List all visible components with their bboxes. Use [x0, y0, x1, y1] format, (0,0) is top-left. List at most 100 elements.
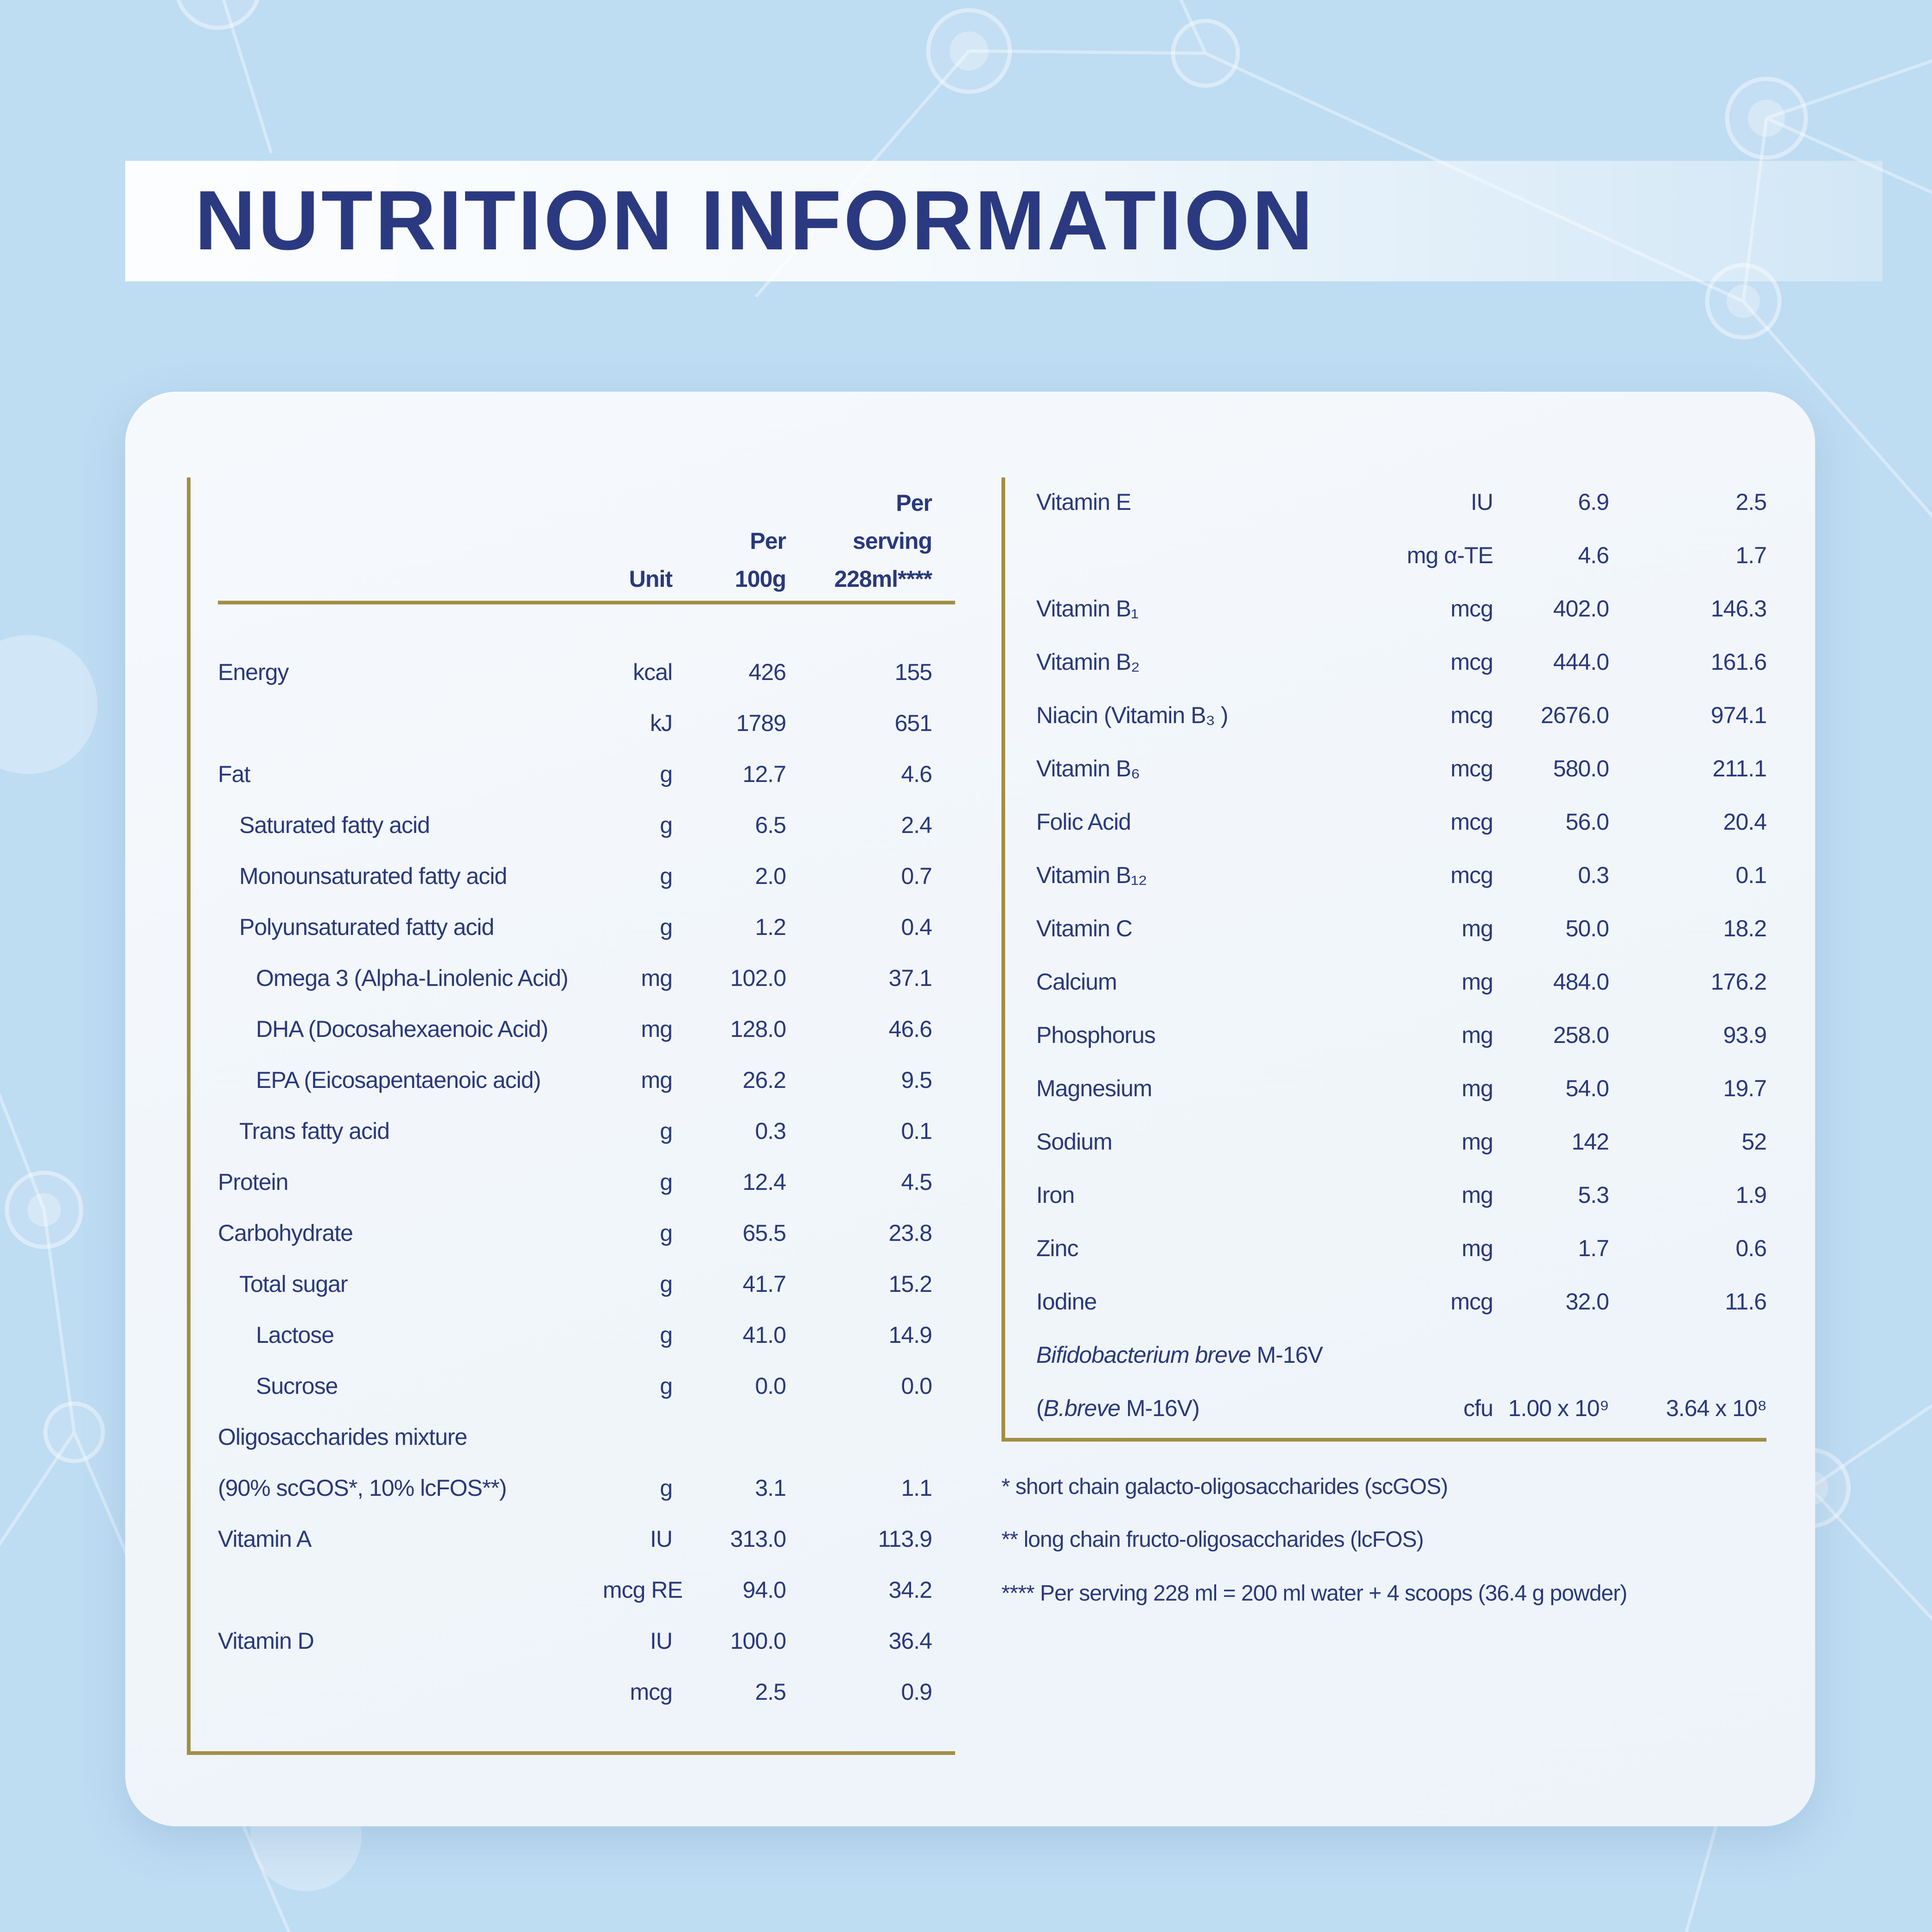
- per-serving-cell: 146.3: [1710, 596, 1767, 622]
- table-row: Vitamin B₁ mcg 402.0 146.3: [1036, 583, 1767, 634]
- unit-cell: mg: [641, 965, 673, 991]
- nutrient-label-part: (: [1036, 1395, 1044, 1421]
- per-100g-cell: 2.0: [755, 863, 786, 889]
- per-100g-cell: 56.0: [1565, 809, 1609, 835]
- unit-cell: mcg: [1450, 702, 1493, 728]
- per-100g-cell: 313.0: [730, 1526, 786, 1552]
- table-row: Sucrose g 0.0 0.0: [218, 1360, 932, 1411]
- unit-cell: mg: [1461, 1075, 1493, 1101]
- nutrient-label: Sucrose: [256, 1373, 338, 1399]
- per-100g-cell: 12.7: [742, 761, 786, 787]
- footnote-lcfos: ** long chain fructo-oligosaccharides (l…: [1001, 1527, 1424, 1552]
- nutrient-label: Fat: [218, 761, 250, 787]
- table-row: Protein g 12.4 4.5: [218, 1157, 932, 1208]
- unit-cell: IU: [650, 1628, 673, 1654]
- table-row: Total sugar g 41.7 15.2: [218, 1258, 932, 1309]
- per-serving-cell: 15.2: [888, 1271, 932, 1297]
- per-100g-cell: 6.5: [755, 812, 786, 838]
- right-table-vertical-rule: [1001, 477, 1005, 1442]
- table-row: Vitamin C mg 50.0 18.2: [1036, 903, 1767, 954]
- per-serving-cell: 46.6: [888, 1016, 932, 1042]
- table-row: Sodium mg 142 52: [1036, 1116, 1767, 1167]
- table-row: DHA (Docosahexaenoic Acid) mg 128.0 46.6: [218, 1004, 932, 1055]
- unit-cell: g: [660, 1271, 673, 1297]
- unit-cell: mg: [641, 1067, 673, 1093]
- per-serving-cell: 176.2: [1710, 969, 1767, 995]
- table-row: Vitamin D IU 100.0 36.4: [218, 1615, 932, 1666]
- per-100g-cell: 54.0: [1565, 1075, 1609, 1101]
- unit-cell: mcg: [1450, 809, 1493, 835]
- per-serving-cell: 19.7: [1723, 1075, 1767, 1101]
- per-100g-cell: 1789: [736, 710, 786, 736]
- right-table-bottom-rule: [1001, 1438, 1766, 1442]
- unit-cell: g: [660, 1220, 673, 1246]
- unit-cell: g: [660, 812, 673, 838]
- header-spacer: [218, 598, 603, 599]
- per-100g-cell: 142: [1571, 1129, 1609, 1155]
- per-serving-cell: 0.1: [901, 1118, 932, 1144]
- left-table-bottom-rule: [187, 1751, 955, 1755]
- table-row: Iron mg 5.3 1.9: [1036, 1169, 1767, 1220]
- nutrient-label: Vitamin A: [218, 1526, 312, 1552]
- unit-cell: g: [660, 1169, 673, 1195]
- unit-cell: mcg: [1450, 1289, 1493, 1315]
- per-serving-cell: 3.64 x 10⁸: [1666, 1395, 1767, 1421]
- left-table-header-rule: [218, 601, 955, 604]
- per-serving-cell: 113.9: [878, 1526, 932, 1552]
- unit-cell: g: [660, 1322, 673, 1348]
- table-row: mg α-TE 4.6 1.7: [1036, 530, 1767, 581]
- table-row: (B.breve M-16V) cfu 1.00 x 10⁹ 3.64 x 10⁸: [1036, 1383, 1767, 1434]
- table-row: Polyunsaturated fatty acid g 1.2 0.4: [218, 902, 932, 953]
- per-100g-cell: 41.0: [742, 1322, 786, 1348]
- nutrient-label: Vitamin B₂: [1036, 649, 1140, 675]
- unit-cell: g: [660, 1118, 673, 1144]
- nutrient-label: Monounsaturated fatty acid: [239, 863, 507, 889]
- table-row: Vitamin A IU 313.0 113.9: [218, 1513, 932, 1564]
- per-100g-cell: 402.0: [1553, 596, 1609, 622]
- table-row: Monounsaturated fatty acid g 2.0 0.7: [218, 851, 932, 902]
- per-serving-cell: 37.1: [888, 965, 932, 991]
- footnote-serving: **** Per serving 228 ml = 200 ml water +…: [1001, 1581, 1627, 1606]
- right-nutrition-table: Vitamin E IU 6.9 2.5 mg α-TE 4.6 1.7 Vitamin B₁…: [1036, 477, 1767, 1445]
- nutrient-label: Phosphorus: [1036, 1022, 1156, 1048]
- per-serving-cell: 1.1: [901, 1475, 932, 1501]
- nutrient-label: Bifidobacterium breve M-16V: [1036, 1341, 1352, 1368]
- per-100g-cell: 1.2: [755, 914, 786, 940]
- unit-cell: kcal: [633, 659, 673, 685]
- table-row: mcg 2.5 0.9: [218, 1666, 932, 1717]
- per-serving-cell: 9.5: [901, 1067, 932, 1093]
- unit-cell: g: [660, 1373, 673, 1399]
- table-row: Lactose g 41.0 14.9: [218, 1309, 932, 1360]
- table-row: mcg RE 94.0 34.2: [218, 1564, 932, 1615]
- per-serving-cell: 0.4: [901, 914, 932, 940]
- unit-cell: mg: [1461, 1182, 1493, 1208]
- table-row: Magnesium mg 54.0 19.7: [1036, 1063, 1767, 1114]
- per-100g-cell: 102.0: [730, 965, 786, 991]
- unit-cell: mcg: [1450, 649, 1493, 675]
- per-100g-cell: 1.00 x 10⁹: [1508, 1395, 1609, 1421]
- per-100g-cell: 0.3: [1578, 862, 1609, 888]
- nutrient-label: DHA (Docosahexaenoic Acid): [256, 1016, 548, 1042]
- nutrient-label: Vitamin D: [218, 1628, 314, 1654]
- per-100g-cell: 580.0: [1553, 756, 1609, 782]
- per-serving-cell: 4.5: [901, 1169, 932, 1195]
- per-serving-cell: 0.0: [901, 1373, 932, 1399]
- nutrient-label: Total sugar: [239, 1271, 348, 1297]
- header-per-serving: Per serving 228ml****: [834, 490, 932, 592]
- unit-cell: g: [660, 761, 673, 787]
- unit-cell: mcg: [630, 1679, 673, 1705]
- nutrient-label: Vitamin B₆: [1036, 756, 1140, 782]
- per-serving-cell: 211.1: [1712, 756, 1767, 782]
- per-100g-cell: 5.3: [1578, 1182, 1609, 1208]
- table-row: Phosphorus mg 258.0 93.9: [1036, 1010, 1767, 1061]
- per-100g-cell: 12.4: [742, 1169, 786, 1195]
- per-serving-cell: 974.1: [1710, 702, 1767, 728]
- unit-cell: mcg: [1450, 756, 1493, 782]
- table-row: Omega 3 (Alpha-Linolenic Acid) mg 102.0 37.…: [218, 953, 932, 1004]
- table-row: Energy kcal 426 155: [218, 647, 932, 698]
- nutrient-label: Oligosaccharides mixture: [218, 1424, 467, 1450]
- per-serving-cell: 20.4: [1723, 809, 1767, 835]
- per-100g-cell: 1.7: [1578, 1235, 1609, 1261]
- nutrient-label: Polyunsaturated fatty acid: [239, 914, 494, 940]
